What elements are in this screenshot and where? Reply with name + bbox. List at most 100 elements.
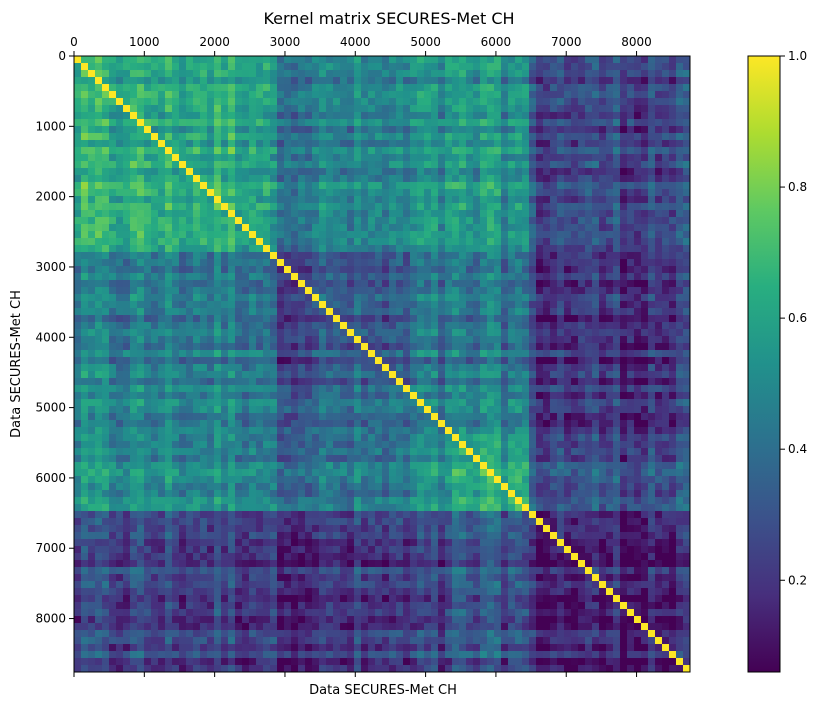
heatmap-cell [445,301,453,309]
heatmap-cell [417,301,425,309]
heatmap-cell [487,133,495,141]
heatmap-cell [228,350,236,358]
heatmap-cell [445,231,453,239]
heatmap-cell [354,112,362,120]
heatmap-cell [116,238,124,246]
heatmap-cell [417,315,425,323]
heatmap-cell [669,287,677,295]
heatmap-cell [284,210,292,218]
heatmap-cell [410,126,418,134]
heatmap-cell [144,434,152,442]
heatmap-cell [473,189,481,197]
heatmap-cell [452,63,460,71]
heatmap-cell [662,413,670,421]
heatmap-cell [389,70,397,78]
heatmap-cell [277,301,285,309]
heatmap-cell [291,77,299,85]
heatmap-cell [459,364,467,372]
heatmap-cell [361,301,369,309]
heatmap-cell [606,392,614,400]
heatmap-cell [606,203,614,211]
heatmap-cell [81,126,89,134]
heatmap-cell [466,336,474,344]
heatmap-cell [641,329,649,337]
heatmap-cell [354,259,362,267]
heatmap-cell [529,112,537,120]
heatmap-cell [550,336,558,344]
heatmap-cell [648,364,656,372]
heatmap-cell [333,336,341,344]
heatmap-cell [347,392,355,400]
heatmap-cell [564,336,572,344]
heatmap-cell [529,245,537,253]
heatmap-cell [242,399,250,407]
heatmap-cell [606,168,614,176]
heatmap-cell [438,343,446,351]
heatmap-cell [522,301,530,309]
heatmap-cell [249,322,257,330]
heatmap-cell [179,161,187,169]
heatmap-cell [165,336,173,344]
heatmap-cell [326,161,334,169]
heatmap-cell [627,406,635,414]
heatmap-cell [543,441,551,449]
heatmap-cell [130,154,138,162]
heatmap-cell [466,378,474,386]
heatmap-cell [655,175,663,183]
heatmap-cell [109,245,117,253]
heatmap-cell [235,385,243,393]
heatmap-cell [291,343,299,351]
heatmap-cell [613,91,621,99]
heatmap-cell [515,378,523,386]
heatmap-cell [242,70,250,78]
heatmap-cell [172,224,180,232]
heatmap-cell [431,105,439,113]
heatmap-cell [354,420,362,428]
heatmap-cell [417,322,425,330]
heatmap-cell [186,140,194,148]
heatmap-cell [256,147,264,155]
heatmap-cell [452,315,460,323]
heatmap-cell [396,91,404,99]
heatmap-cell [270,56,278,64]
heatmap-cell [571,84,579,92]
heatmap-cell [501,175,509,183]
heatmap-cell [494,112,502,120]
heatmap-cell [438,168,446,176]
heatmap-cell [620,210,628,218]
heatmap-cell [81,427,89,435]
heatmap-cell [123,413,131,421]
heatmap-cell [74,308,82,316]
heatmap-cell [81,294,89,302]
heatmap-cell [683,133,691,141]
heatmap-cell [515,364,523,372]
heatmap-cell [459,399,467,407]
heatmap-cell [298,273,306,281]
heatmap-cell [130,140,138,148]
heatmap-cell [123,350,131,358]
heatmap-cell [438,336,446,344]
heatmap-cell [627,98,635,106]
heatmap-cell [137,308,145,316]
heatmap-cell [95,231,103,239]
heatmap-cell [494,245,502,253]
heatmap-cell [319,119,327,127]
heatmap-cell [137,210,145,218]
heatmap-cell [599,406,607,414]
heatmap-cell [375,252,383,260]
heatmap-cell [277,196,285,204]
heatmap-cell [284,168,292,176]
heatmap-cell [578,182,586,190]
heatmap-cell [459,105,467,113]
heatmap-cell [431,266,439,274]
heatmap-cell [144,378,152,386]
heatmap-cell [368,210,376,218]
heatmap-cell [256,217,264,225]
heatmap-cell [158,441,166,449]
heatmap-cell [501,245,509,253]
heatmap-cell [165,175,173,183]
heatmap-cell [466,56,474,64]
heatmap-cell [88,343,96,351]
heatmap-cell [655,434,663,442]
heatmap-cell [228,301,236,309]
